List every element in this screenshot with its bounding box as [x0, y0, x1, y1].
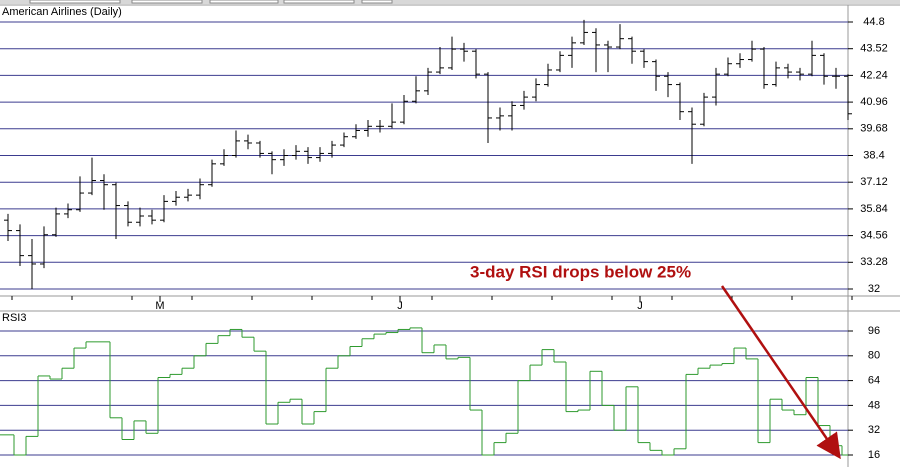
y-tick-label: 64: [868, 375, 880, 387]
y-tick-label: 37.12: [860, 176, 888, 188]
toolbar-strip: [0, 0, 900, 4]
price-panel-title: American Airlines (Daily): [2, 6, 122, 18]
plot-layer: 32 33.28 34.56 35.84 37.12 38.4 39.68 40.96 42.2…: [0, 16, 888, 461]
y-tick-label: 43.52: [860, 43, 888, 55]
y-tick-label: 44.8: [863, 16, 884, 28]
x-tick-label: J: [397, 300, 403, 312]
x-tick-label: M: [155, 300, 164, 312]
y-tick-label: 40.96: [860, 96, 888, 108]
y-tick-label: 16: [868, 449, 880, 461]
toolbar-field: [209, 0, 279, 4]
y-tick-label: 35.84: [860, 203, 888, 215]
y-tick-label: 32: [868, 283, 880, 295]
y-tick-label: 33.28: [860, 256, 888, 268]
y-tick-label: 96: [868, 325, 880, 337]
annotation-arrow: [720, 285, 841, 460]
toolbar: [0, 0, 900, 4]
x-tick-label: J: [637, 300, 643, 312]
toolbar-field: [29, 0, 121, 4]
toolbar-field: [361, 0, 393, 4]
rsi-panel-title: RSI3: [2, 312, 26, 324]
y-tick-label: 34.56: [860, 230, 888, 242]
y-tick-label: 39.68: [860, 123, 888, 135]
y-tick-label: 42.24: [860, 69, 888, 81]
annotation: 3-day RSI drops below 25%: [470, 262, 691, 281]
toolbar-field: [131, 0, 203, 4]
y-tick-label: 38.4: [863, 149, 884, 161]
y-tick-label: 32: [868, 424, 880, 436]
y-tick-label: 48: [868, 399, 880, 411]
y-tick-label: 80: [868, 350, 880, 362]
toolbar-field: [283, 0, 355, 4]
